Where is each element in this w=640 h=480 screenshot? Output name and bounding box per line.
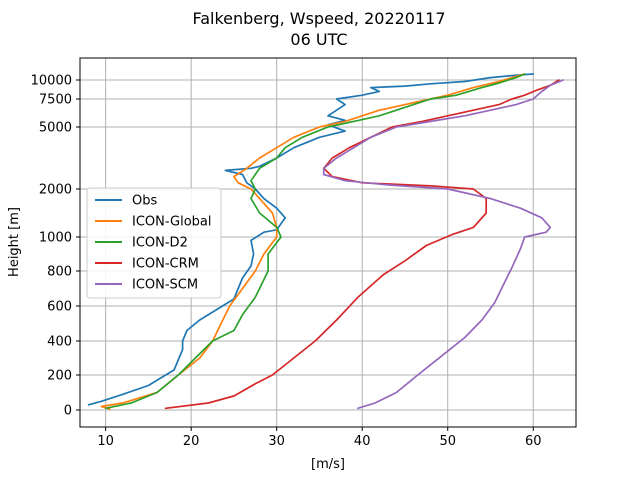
x-axis-label: [m/s] [311,457,345,472]
y-tick-label: 400 [47,335,72,350]
plot-frame [79,57,577,428]
x-tick-label: 60 [525,434,542,449]
legend-box [86,187,222,299]
y-axis-ticks: 0 200 400 600 800 1000 2000 5000 7500 10000 [31,74,80,419]
legend-label-icon-d2: ICON-D2 [132,236,188,251]
chart-subtitle: 06 UTC [290,30,347,49]
series-layer [87,73,565,410]
series-line-icon-scm [322,79,565,410]
legend-label-obs: Obs [132,194,157,209]
y-tick-label: 5000 [39,121,72,136]
series-line-obs [87,73,535,406]
y-tick-label: 0 [64,404,72,419]
legend: Obs ICON-Global ICON-D2 ICON-CRM ICON-SCM [86,187,222,299]
y-tick-label: 7500 [39,93,72,108]
chart-title: Falkenberg, Wspeed, 20220117 [192,9,445,28]
x-axis-ticks: 10 20 30 40 50 60 [97,427,542,449]
y-tick-label: 600 [47,300,72,315]
series-line-icon-crm [164,79,560,410]
y-tick-label: 1000 [39,231,72,246]
y-tick-label: 200 [47,369,72,384]
x-tick-label: 10 [97,434,114,449]
y-tick-label: 800 [47,265,72,280]
y-axis-label: Height [m] [7,207,22,277]
x-tick-label: 40 [354,434,371,449]
y-tick-label: 2000 [39,183,72,198]
x-tick-label: 30 [268,434,285,449]
x-tick-label: 50 [439,434,456,449]
x-tick-label: 20 [183,434,200,449]
series-line-icon-global [100,73,526,410]
y-tick-label: 10000 [31,74,72,89]
legend-label-icon-global: ICON-Global [132,215,212,230]
legend-label-icon-crm: ICON-CRM [132,257,199,272]
legend-label-icon-scm: ICON-SCM [132,278,198,293]
series-line-icon-d2 [104,73,526,410]
